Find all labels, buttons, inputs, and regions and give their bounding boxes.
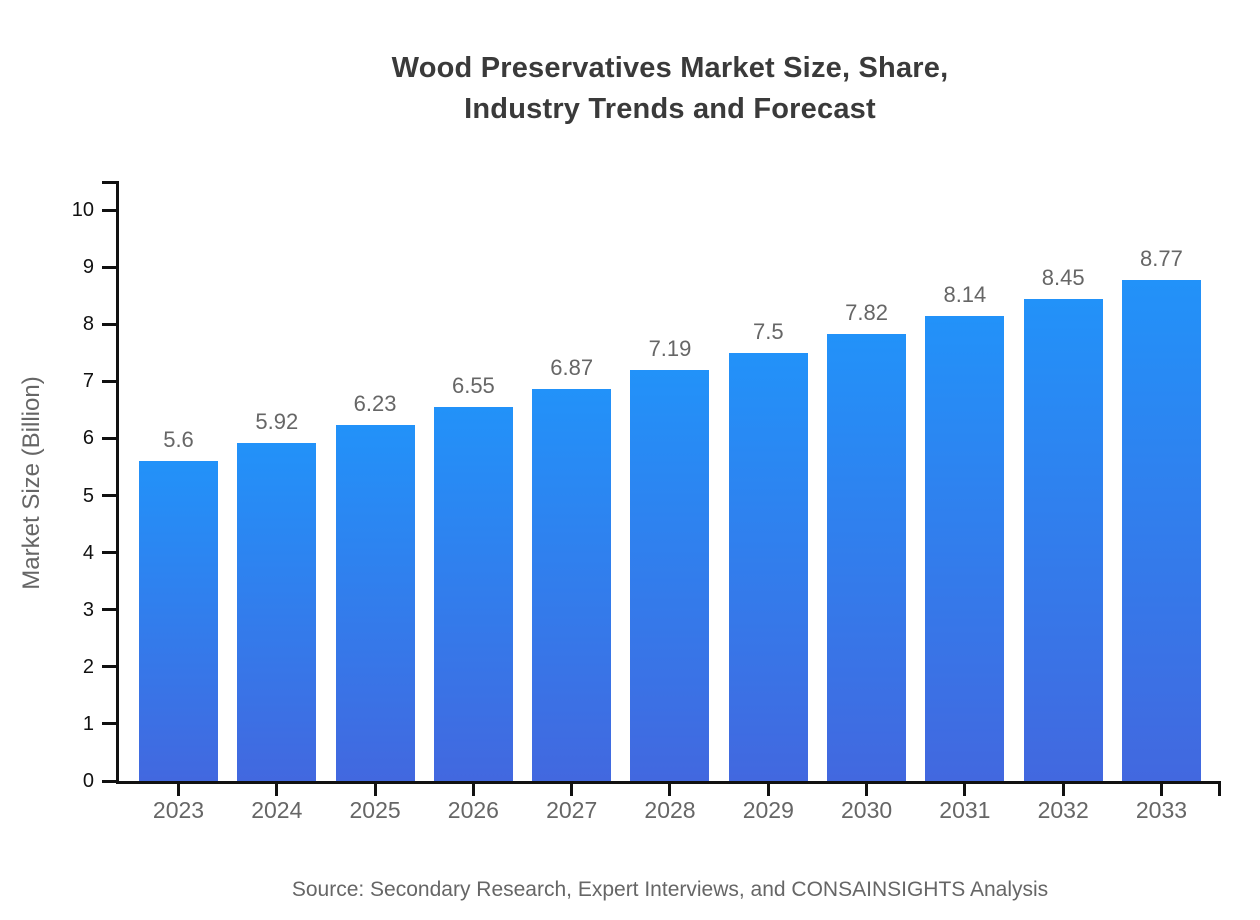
bar-slot-2032: 8.45 2032: [1023, 182, 1103, 823]
y-tick-label: 8: [82, 313, 94, 336]
y-tick-label: 6: [82, 427, 94, 450]
y-tick-label: 0: [82, 770, 94, 792]
x-tick-label: 2029: [742, 797, 794, 823]
bar-value-label: 8.14: [943, 282, 987, 308]
bar-2033: [1121, 280, 1201, 781]
y-tick-label: 3: [82, 598, 94, 621]
bar-value-label: 5.6: [163, 427, 194, 453]
bar-slot-2026: 6.55 2026: [433, 182, 513, 823]
y-tick-mark: [102, 208, 116, 212]
bar-slot-2027: 6.87 2027: [532, 182, 612, 823]
x-tick-label: 2026: [447, 797, 499, 823]
bar-2025: [335, 425, 415, 781]
y-tick-mark: [102, 322, 116, 326]
bar-slot-2031: 8.14 2031: [925, 182, 1005, 823]
bar-2030: [827, 334, 907, 781]
bar-value-label: 7.5: [752, 318, 784, 344]
bar-value-label: 8.45: [1041, 264, 1085, 290]
y-tick-label: 9: [82, 256, 94, 279]
x-tick-label: 2030: [840, 797, 893, 823]
x-tick-mark: [373, 784, 377, 796]
bar-2027: [532, 388, 612, 781]
plot-area: 5.6 2023 5.92 2024 6.23 2025 6.55 2026 6.87 2027 7…: [119, 182, 1221, 823]
y-tick-label: 2: [82, 655, 94, 678]
x-tick-mark: [766, 784, 770, 796]
x-axis-line: [116, 781, 1221, 784]
y-tick-mark: [102, 551, 116, 555]
chart-title-line2: Industry Trends and Forecast: [464, 93, 876, 125]
bar-slot-2025: 6.23 2025: [335, 182, 415, 823]
y-tick-mark: [102, 722, 116, 726]
x-tick-mark: [570, 784, 574, 796]
bar-2026: [433, 407, 513, 781]
y-tick-mark: [102, 608, 116, 612]
bar-value-label: 6.87: [550, 354, 594, 380]
y-tick-mark: [102, 379, 116, 383]
y-tick-mark: [102, 265, 116, 269]
y-axis-end-tick: [102, 181, 116, 184]
bar-value-label: 7.82: [845, 300, 888, 326]
bar-2024: [237, 442, 317, 781]
bar-2023: [139, 461, 218, 781]
bar-2028: [630, 370, 710, 781]
bar-slot-2028: 7.19 2028: [630, 182, 710, 823]
y-tick-label: 7: [82, 370, 94, 393]
y-axis-ticks: 0 1 2 3 4 5 6 7 8 9 10: [0, 182, 116, 792]
x-tick-mark: [275, 784, 279, 796]
y-tick-label: 1: [82, 712, 94, 735]
y-tick-label: 4: [82, 541, 94, 564]
x-tick-mark: [865, 784, 869, 796]
y-tick-label: 5: [82, 484, 94, 507]
y-tick-label: 10: [71, 199, 94, 221]
bar-value-label: 6.23: [353, 391, 397, 417]
x-tick-label: 2024: [251, 797, 303, 823]
y-tick-mark: [102, 436, 116, 440]
x-tick-label: 2031: [939, 797, 991, 823]
bar-value-label: 7.19: [648, 336, 692, 362]
x-tick-mark: [1061, 784, 1065, 796]
x-tick-mark: [177, 784, 180, 796]
bar-value-label: 8.77: [1140, 246, 1183, 272]
bar-2031: [925, 316, 1005, 781]
x-tick-label: 2028: [644, 797, 696, 823]
x-tick-mark: [1159, 784, 1163, 796]
bar-value-label: 6.55: [451, 373, 495, 398]
bar-slot-2033: 8.77 2033: [1121, 182, 1201, 823]
y-tick-mark: [102, 494, 116, 497]
x-tick-label: 2025: [349, 797, 401, 823]
y-tick-mark: [102, 665, 116, 669]
x-tick-mark: [471, 784, 475, 796]
x-tick-label: 2033: [1135, 797, 1188, 823]
y-axis-line: [116, 181, 119, 784]
bar-slot-2029: 7.5 2029: [728, 182, 808, 823]
bar-2032: [1023, 298, 1103, 781]
bar-slot-2024: 5.92 2024: [237, 182, 317, 823]
x-tick-label: 2023: [152, 797, 205, 823]
x-tick-mark: [668, 784, 672, 796]
x-tick-label: 2032: [1037, 797, 1089, 823]
source-note: Source: Secondary Research, Expert Inter…: [291, 878, 1049, 901]
bar-value-label: 5.92: [255, 408, 299, 434]
chart-title: Wood Preservatives Market Size, Share, I…: [119, 48, 1221, 130]
bar-2029: [728, 352, 808, 781]
x-tick-mark: [963, 784, 967, 796]
x-tick-label: 2027: [546, 797, 598, 823]
bar-slot-2023: 5.6 2023: [139, 182, 218, 823]
x-axis-end-tick: [1218, 784, 1221, 796]
chart-title-line1: Wood Preservatives Market Size, Share,: [391, 52, 949, 84]
y-tick-mark: [102, 779, 116, 783]
bar-slot-2030: 7.82 2030: [827, 182, 907, 823]
